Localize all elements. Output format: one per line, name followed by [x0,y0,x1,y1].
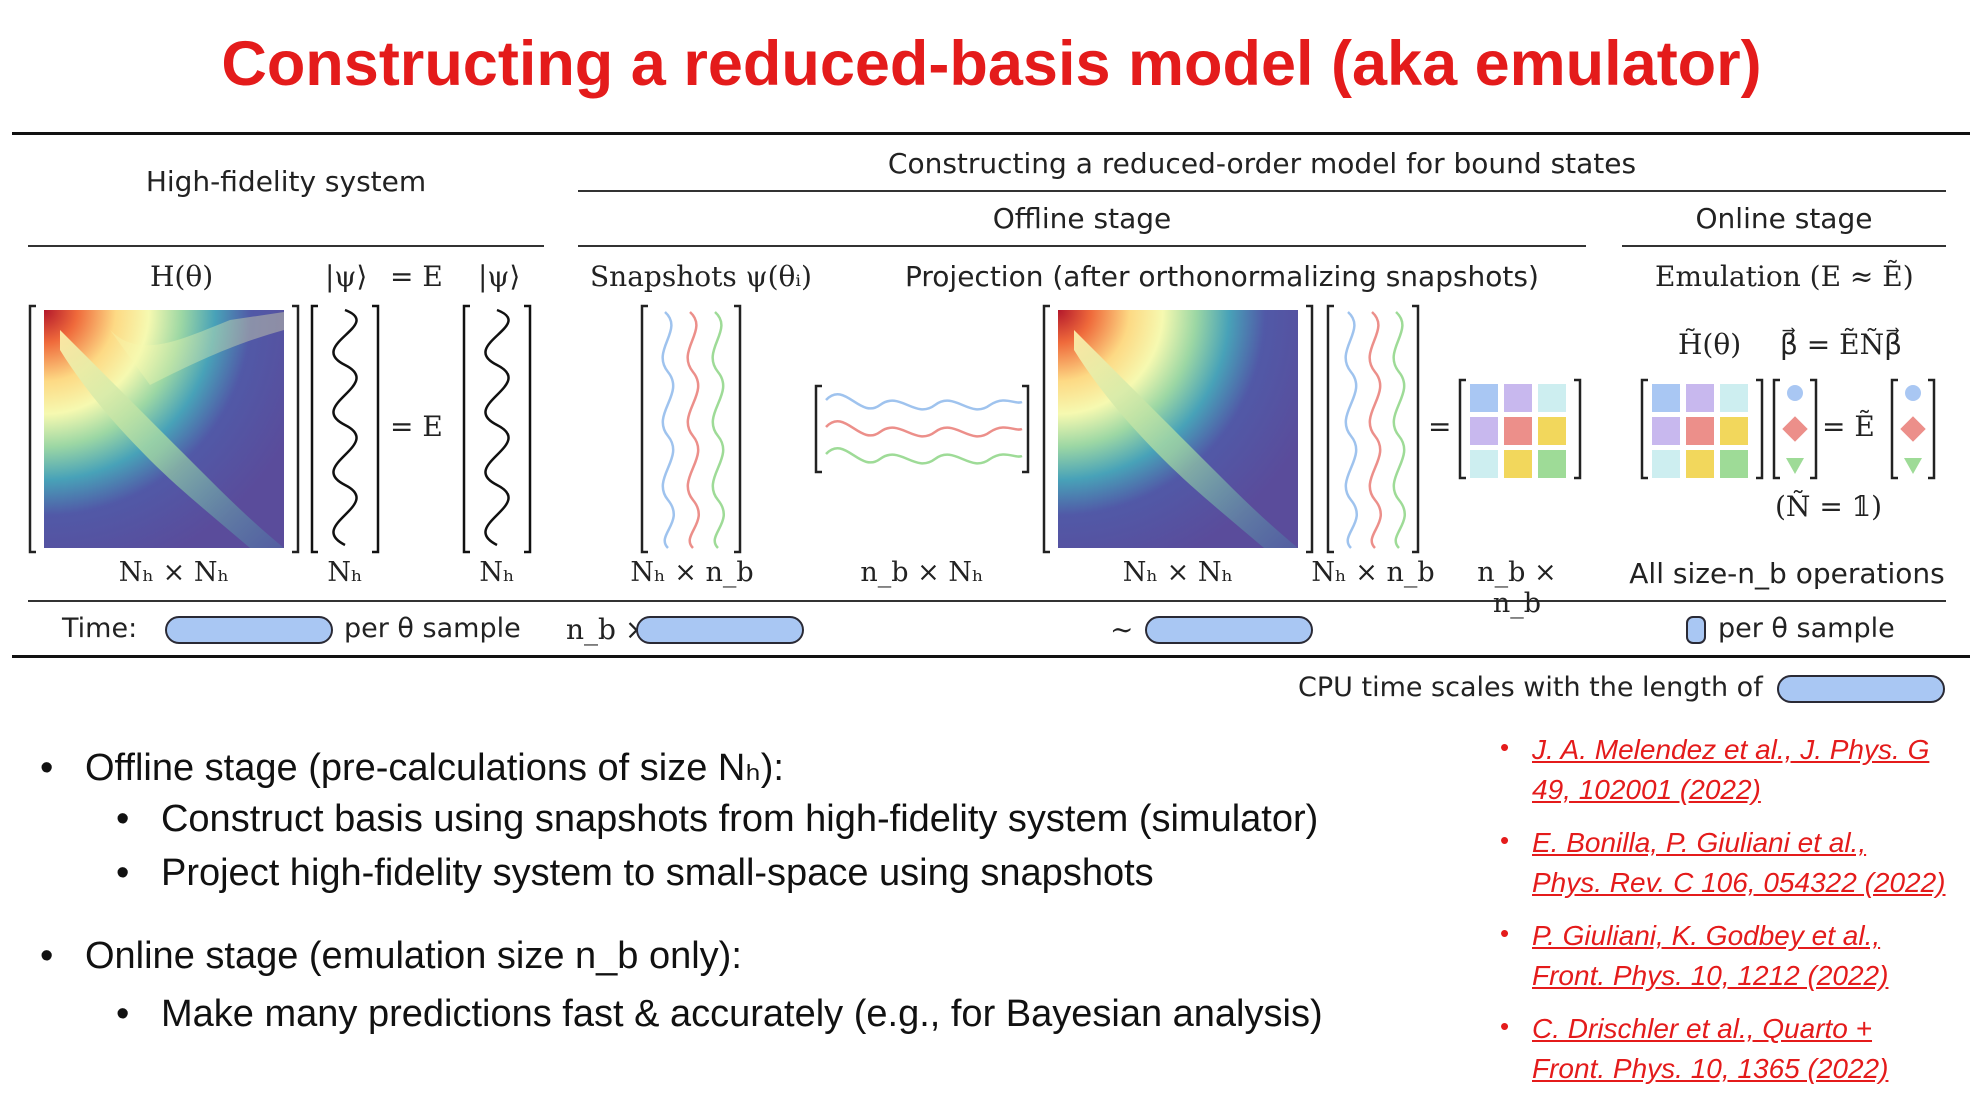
cpu-legend-bar [1777,675,1945,703]
reference-link-line2[interactable]: Front. Phys. 10, 1365 (2022) [1532,1053,1889,1084]
bullet-text: Make many predictions fast & accurately … [160,993,1323,1035]
dim-label-8: n_b × n_b [1477,557,1557,619]
snapshot-matrix-transposed [814,384,1030,474]
reference-link-line2[interactable]: 49, 102001 (2022) [1532,774,1761,805]
rom-header: Constructing a reduced-order model for b… [887,147,1637,180]
heatmap-matrix-2 [1042,304,1314,554]
dim-label-6: Nₕ × Nₕ [1122,557,1234,588]
bullet-item: • Online stage (emulation size n_b only)… [40,935,742,977]
snapshot-matrix-1 [640,304,742,554]
dim-label-3: Nₕ [479,557,515,588]
online-header: Online stage [1695,202,1873,235]
per-sample-2: per θ sample [1718,613,1895,644]
psi-vector-2 [462,304,532,554]
bullet-text: Online stage (emulation size n_b only): [84,935,742,977]
dim-label-5: n_b × Nₕ [860,557,984,588]
label-psi-1: |ψ⟩ [325,260,368,293]
time-label: Time: [62,613,138,644]
dim-label-1: Nₕ × Nₕ [118,557,230,588]
top-rule [12,132,1970,135]
slide-title: Constructing a reduced-basis model (aka … [221,29,1762,99]
dim-label-2: Nₕ [327,557,363,588]
equals-E-1: = E [390,410,443,443]
label-snapshots: Snapshots ψ(θᵢ) [590,260,812,293]
time-bar-offline-projection [1145,616,1313,644]
tilde-sign: ∼ [1110,613,1134,646]
equals-2: = [1428,410,1452,443]
norm-note: (Ñ = 𝟙) [1775,490,1883,523]
time-bar-offline-snapshots [636,616,804,644]
bullet-text: Project high-fidelity system to small-sp… [160,852,1154,894]
high-fidelity-header: High-fidelity system [145,165,427,198]
time-top-rule [28,600,1946,602]
offline-rule [578,245,1586,247]
label-online-H: H̃(θ) [1678,328,1742,361]
reference-link-line1[interactable]: J. A. Melendez et al., J. Phys. G [1532,734,1930,765]
bullet-item: • Project high-fidelity system to small-… [116,852,1154,894]
equals-E-3: = Ẽ [1822,410,1875,443]
bullet-item: • Make many predictions fast & accuratel… [116,993,1323,1035]
dim-label-9: All size-n_b operations [1629,557,1945,590]
snapshot-matrix-2 [1326,304,1420,554]
bullet-item: • Offline stage (pre-calculations of siz… [40,747,784,789]
time-bar-online [1686,616,1706,644]
cpu-note: CPU time scales with the length of [1298,672,1763,703]
bullet-text: Construct basis using snapshots from hig… [160,798,1319,840]
label-online-beta: β⃗ = ẼÑβ⃗ [1780,328,1902,361]
hf-rule [28,245,544,247]
label-eq-E: = E [390,260,443,293]
per-sample-1: per θ sample [344,613,521,644]
online-rule [1622,245,1946,247]
offline-header: Offline stage [992,202,1172,235]
label-psi-2: |ψ⟩ [478,260,521,293]
beta-vector-2 [1890,378,1936,480]
dim-label-4: Nₕ × n_b [630,557,754,588]
psi-vector-1 [310,304,380,554]
label-emulation: Emulation (E ≈ Ẽ) [1655,260,1914,293]
reference-link-line1[interactable]: E. Bonilla, P. Giuliani et al., [1532,827,1867,858]
bottom-rule [12,655,1970,658]
diagram-graphics [28,304,1936,554]
small-matrix-online [1640,378,1764,480]
heatmap-matrix-1 [28,304,300,554]
reference-link-line1[interactable]: P. Giuliani, K. Godbey et al., [1532,920,1881,951]
bullet-item: • Construct basis using snapshots from h… [116,798,1319,840]
nb-times: n_b × [566,613,649,646]
rom-rule [578,190,1946,192]
beta-vector-1 [1772,378,1818,480]
small-matrix-offline [1458,378,1582,480]
dim-label-7: Nₕ × n_b [1311,557,1435,588]
reference-link-line2[interactable]: Phys. Rev. C 106, 054322 (2022) [1532,867,1946,898]
reference-link-line2[interactable]: Front. Phys. 10, 1212 (2022) [1532,960,1889,991]
label-H: H(θ) [150,260,214,293]
diagram: High-fidelity system Constructing a redu… [12,132,1970,703]
reference-link-line1[interactable]: C. Drischler et al., Quarto + [1532,1013,1873,1044]
bullet-text: Offline stage (pre-calculations of size … [84,747,784,789]
time-bar-high-fidelity [165,616,333,644]
label-projection: Projection (after orthonormalizing snaps… [905,260,1539,293]
